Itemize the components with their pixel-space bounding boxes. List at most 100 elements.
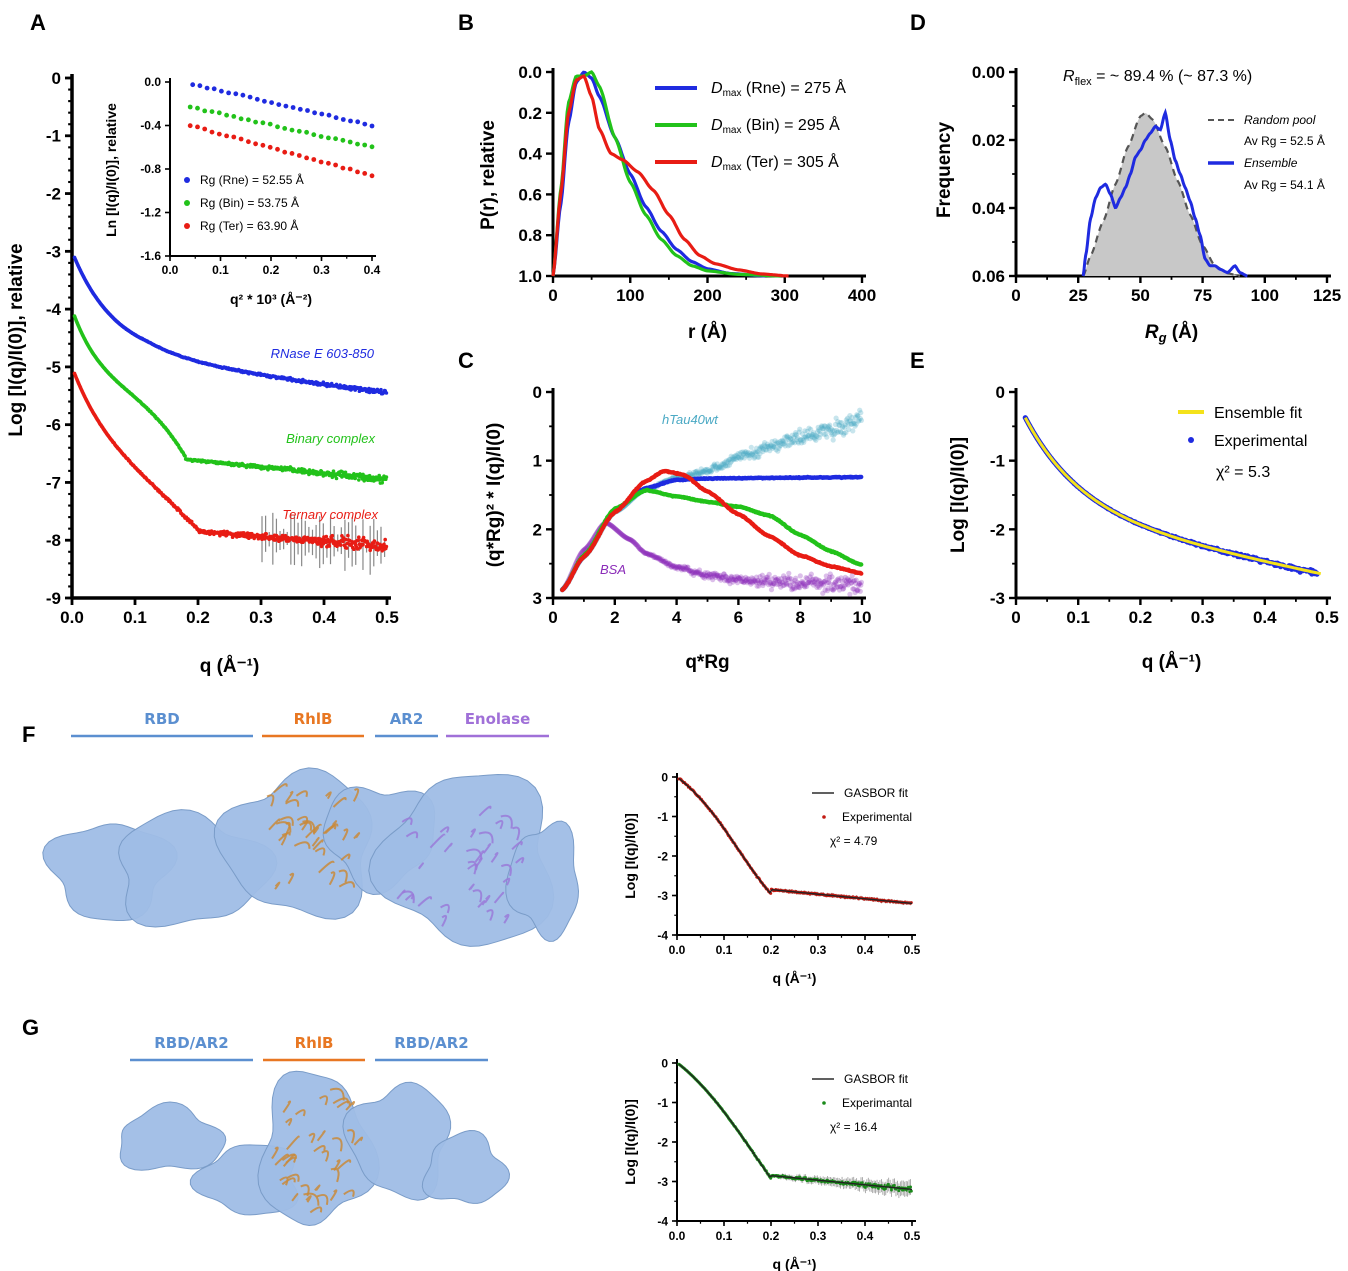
panelA-label-binary: Binary complex: [286, 431, 375, 446]
inset-point: [211, 86, 217, 92]
panelF-envelope: [42, 767, 580, 947]
scatter-point: [797, 573, 803, 579]
panelA-y-tick-label: -6: [46, 416, 61, 435]
panelB-line-3: [551, 74, 789, 278]
inset-point: [240, 92, 246, 98]
panelD-x-tick-label: 100: [1251, 286, 1279, 305]
data-point: [372, 539, 377, 543]
panelE-x-tick-label: 0.1: [1066, 608, 1090, 627]
data-point: [324, 534, 329, 539]
panelD-legend-random: Random pool: [1244, 113, 1316, 127]
inset-point: [340, 117, 346, 122]
inset-point: [318, 159, 324, 165]
data-point: [313, 536, 318, 541]
panelE-y-tick-label: -3: [990, 589, 1005, 608]
inset-point: [290, 105, 296, 110]
panelA-y-tick-label: 0: [52, 69, 61, 88]
panelE-y-tick-label: -1: [990, 452, 1005, 471]
panelD-legend-ensemble: Ensemble: [1244, 156, 1298, 170]
data-point: [344, 546, 349, 550]
inset-point: [267, 144, 273, 150]
inset-point: [197, 83, 203, 89]
panelF-plot-x-tick-label: 0.1: [716, 943, 733, 957]
panelA-inset-x-tick-label: 0.3: [313, 263, 330, 277]
panelA-x-tick-label: 0.5: [375, 608, 399, 627]
panelE-x-tick-label: 0.2: [1129, 608, 1153, 627]
data-point: [338, 543, 343, 547]
panelA-inset-y-tick-label: 0.0: [144, 75, 161, 89]
data-point: [331, 469, 336, 474]
panelA-y-tick-label: -5: [46, 358, 61, 377]
panelD-y-label: Frequency: [934, 122, 955, 219]
panelB-legend-label: Dmax (Ter) = 305 Å: [711, 152, 839, 173]
panelA-y-tick-label: -7: [46, 473, 61, 492]
scatter-point: [858, 579, 865, 586]
inset-point: [355, 141, 360, 147]
inset-point: [216, 110, 222, 116]
inset-point: [247, 94, 253, 100]
panelA-y-tick-label: -4: [46, 300, 62, 319]
panelB-x-tick-label: 0: [548, 286, 557, 305]
panelA-series-1: [72, 255, 389, 396]
panelD-x-tick-label: 125: [1313, 286, 1341, 305]
inset-point: [260, 142, 266, 148]
data-point: [346, 533, 350, 538]
inset-point: [347, 139, 353, 145]
data-point: [343, 470, 348, 475]
panelD-y-tick-label: 0.00: [972, 63, 1005, 82]
panelA-x-tick-label: 0.0: [60, 608, 84, 627]
panelA-y-tick-label: -3: [46, 242, 61, 261]
inset-series-2: [187, 104, 375, 150]
inset-point: [282, 125, 288, 131]
panelA-y-tick-label: -2: [46, 185, 61, 204]
panelB-y-tick-label: 0.6: [518, 185, 542, 204]
panelF-plot-y-tick-label: -2: [657, 850, 668, 864]
scatter-point: [857, 588, 863, 594]
panelD-title: Rflex = ~ 89.4 % (~ 87.3 %): [1063, 68, 1252, 88]
inset-point: [202, 126, 208, 132]
panelC-x-tick-label: 10: [853, 608, 872, 627]
data-point: [330, 533, 335, 538]
panelF-domain-rbd-label: RBD: [144, 710, 179, 728]
inset-legend-marker: [184, 200, 190, 206]
inset-point: [289, 127, 295, 133]
panelD-y-tick-label: 0.04: [972, 199, 1006, 218]
data-point: [384, 475, 389, 479]
panelC-y-tick-label: 1: [533, 452, 542, 471]
panelF-plot-y-tick-label: 0: [661, 771, 668, 785]
inset-point: [238, 136, 244, 142]
data-point: [859, 562, 864, 567]
inset-point: [333, 136, 338, 142]
panelF-plot-y-tick-label: -3: [657, 889, 668, 903]
inset-point: [283, 103, 289, 109]
panelF-y-label: Log [I(q)/I(0)]: [622, 813, 638, 899]
panelB-y-label: P(r), relative: [478, 120, 499, 230]
panelA-label-ternary: Ternary complex: [282, 507, 378, 522]
inset-point: [304, 155, 309, 161]
inset-point: [209, 109, 215, 114]
scatter-point: [808, 571, 814, 577]
data-point: [341, 539, 345, 544]
panelE-x-tick-label: 0.5: [1315, 608, 1339, 627]
inset-point: [333, 115, 339, 121]
inset-point: [369, 123, 375, 129]
inset-point: [216, 131, 222, 137]
inset-point: [233, 91, 239, 97]
data-point: [361, 542, 365, 547]
scatter-point: [797, 426, 803, 432]
data-point: [361, 535, 366, 540]
data-point: [384, 544, 389, 549]
panelF-x-label: q (Å⁻¹): [773, 970, 817, 986]
inset-point: [195, 124, 200, 130]
panelC-annotation-bsa: BSA: [600, 562, 626, 577]
panelF-plot-x-tick-label: 0.3: [810, 943, 827, 957]
panelA-inset-x-tick-label: 0.0: [162, 263, 179, 277]
inset-point: [362, 142, 368, 148]
panelD-x-tick-label: 0: [1011, 286, 1020, 305]
inset-point: [296, 153, 302, 158]
panelF-plot-x-tick-label: 0.0: [669, 943, 686, 957]
inset-point: [224, 133, 230, 139]
panelA-x-tick-label: 0.3: [249, 608, 273, 627]
inset-point: [319, 111, 325, 117]
